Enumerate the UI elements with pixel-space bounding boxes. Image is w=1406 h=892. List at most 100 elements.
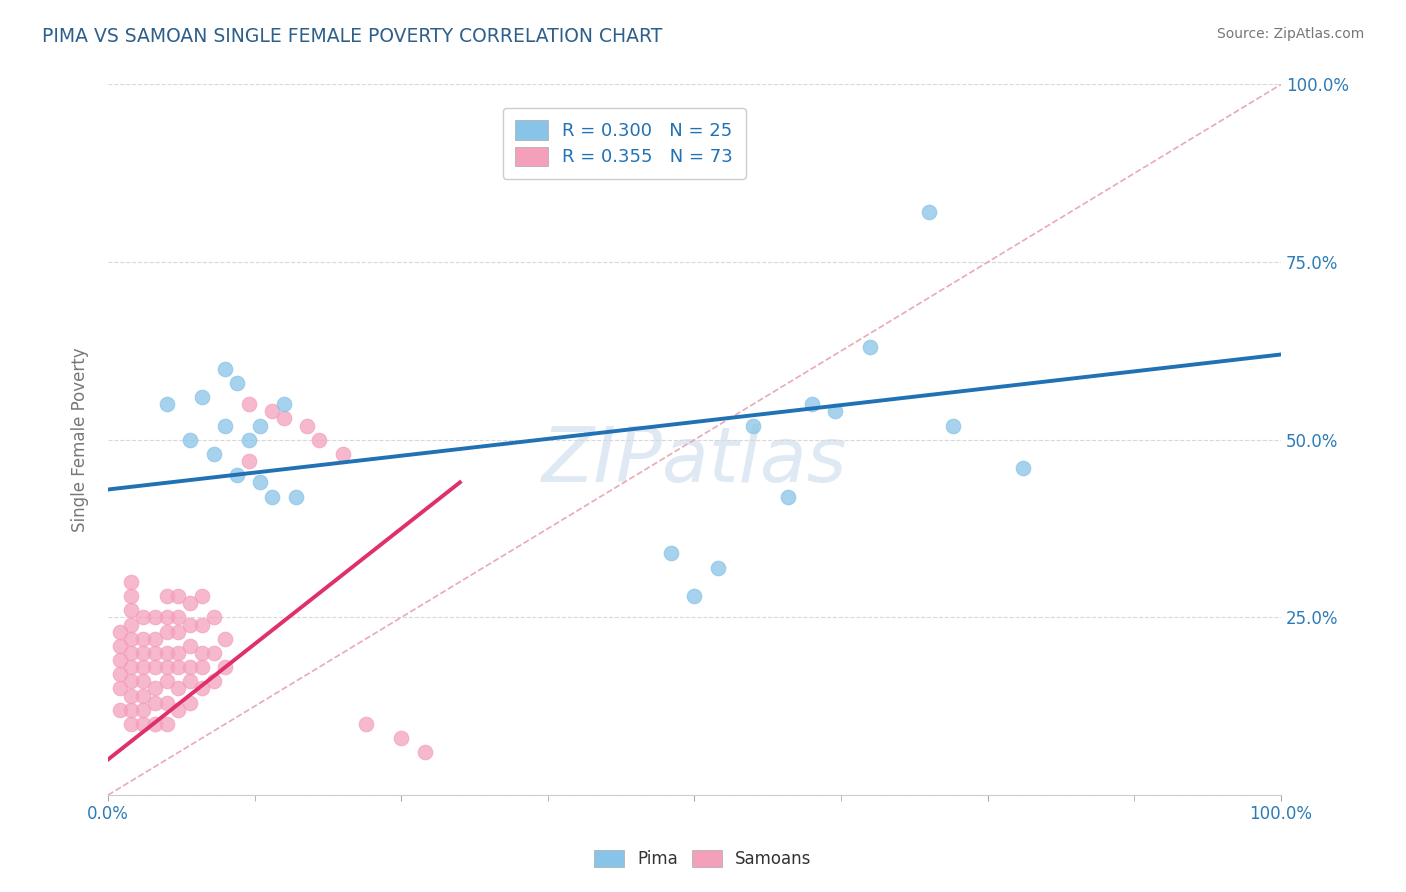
- Point: [297, 418, 319, 433]
- Point: [179, 596, 201, 610]
- Point: [156, 589, 179, 603]
- Point: [273, 397, 295, 411]
- Text: ZIPatlas: ZIPatlas: [541, 424, 848, 498]
- Point: [156, 624, 179, 639]
- Point: [179, 660, 201, 674]
- Point: [214, 361, 236, 376]
- Point: [132, 660, 155, 674]
- Point: [143, 681, 166, 696]
- Point: [132, 717, 155, 731]
- Point: [132, 674, 155, 689]
- Point: [179, 674, 201, 689]
- Point: [108, 703, 131, 717]
- Point: [156, 660, 179, 674]
- Point: [108, 667, 131, 681]
- Point: [191, 390, 214, 404]
- Point: [120, 660, 142, 674]
- Point: [226, 468, 249, 483]
- Point: [918, 205, 941, 219]
- Point: [262, 404, 284, 418]
- Point: [179, 617, 201, 632]
- Point: [156, 646, 179, 660]
- Point: [132, 646, 155, 660]
- Point: [156, 610, 179, 624]
- Point: [859, 340, 882, 354]
- Point: [132, 689, 155, 703]
- Point: [167, 660, 190, 674]
- Point: [1012, 461, 1035, 475]
- Y-axis label: Single Female Poverty: Single Female Poverty: [72, 348, 89, 532]
- Point: [167, 589, 190, 603]
- Point: [214, 418, 236, 433]
- Point: [156, 397, 179, 411]
- Point: [941, 418, 963, 433]
- Point: [156, 696, 179, 710]
- Text: Source: ZipAtlas.com: Source: ZipAtlas.com: [1216, 27, 1364, 41]
- Point: [226, 376, 249, 390]
- Point: [659, 546, 682, 560]
- Point: [413, 746, 436, 760]
- Point: [120, 603, 142, 617]
- Point: [179, 639, 201, 653]
- Point: [742, 418, 765, 433]
- Point: [332, 447, 354, 461]
- Point: [108, 653, 131, 667]
- Point: [120, 617, 142, 632]
- Point: [167, 646, 190, 660]
- Point: [249, 475, 271, 490]
- Point: [202, 610, 225, 624]
- Point: [143, 717, 166, 731]
- Point: [191, 681, 214, 696]
- Point: [202, 674, 225, 689]
- Point: [214, 632, 236, 646]
- Point: [191, 660, 214, 674]
- Point: [120, 674, 142, 689]
- Point: [238, 397, 260, 411]
- Point: [120, 574, 142, 589]
- Point: [132, 632, 155, 646]
- Point: [683, 589, 706, 603]
- Point: [108, 681, 131, 696]
- Point: [120, 689, 142, 703]
- Point: [108, 639, 131, 653]
- Point: [354, 717, 377, 731]
- Point: [389, 731, 412, 746]
- Point: [238, 454, 260, 468]
- Point: [778, 490, 800, 504]
- Point: [143, 646, 166, 660]
- Point: [191, 589, 214, 603]
- Point: [120, 589, 142, 603]
- Point: [167, 681, 190, 696]
- Point: [262, 490, 284, 504]
- Point: [167, 624, 190, 639]
- Point: [308, 433, 330, 447]
- Point: [143, 610, 166, 624]
- Point: [156, 674, 179, 689]
- Point: [156, 717, 179, 731]
- Point: [238, 433, 260, 447]
- Point: [143, 632, 166, 646]
- Point: [284, 490, 307, 504]
- Point: [824, 404, 846, 418]
- Point: [179, 433, 201, 447]
- Point: [132, 610, 155, 624]
- Point: [132, 703, 155, 717]
- Point: [202, 646, 225, 660]
- Point: [249, 418, 271, 433]
- Point: [214, 660, 236, 674]
- Point: [800, 397, 823, 411]
- Text: PIMA VS SAMOAN SINGLE FEMALE POVERTY CORRELATION CHART: PIMA VS SAMOAN SINGLE FEMALE POVERTY COR…: [42, 27, 662, 45]
- Point: [143, 696, 166, 710]
- Point: [143, 660, 166, 674]
- Point: [120, 632, 142, 646]
- Point: [167, 703, 190, 717]
- Point: [120, 703, 142, 717]
- Point: [179, 696, 201, 710]
- Point: [120, 717, 142, 731]
- Point: [202, 447, 225, 461]
- Legend: R = 0.300   N = 25, R = 0.355   N = 73: R = 0.300 N = 25, R = 0.355 N = 73: [502, 108, 745, 179]
- Point: [167, 610, 190, 624]
- Point: [191, 646, 214, 660]
- Point: [120, 646, 142, 660]
- Point: [191, 617, 214, 632]
